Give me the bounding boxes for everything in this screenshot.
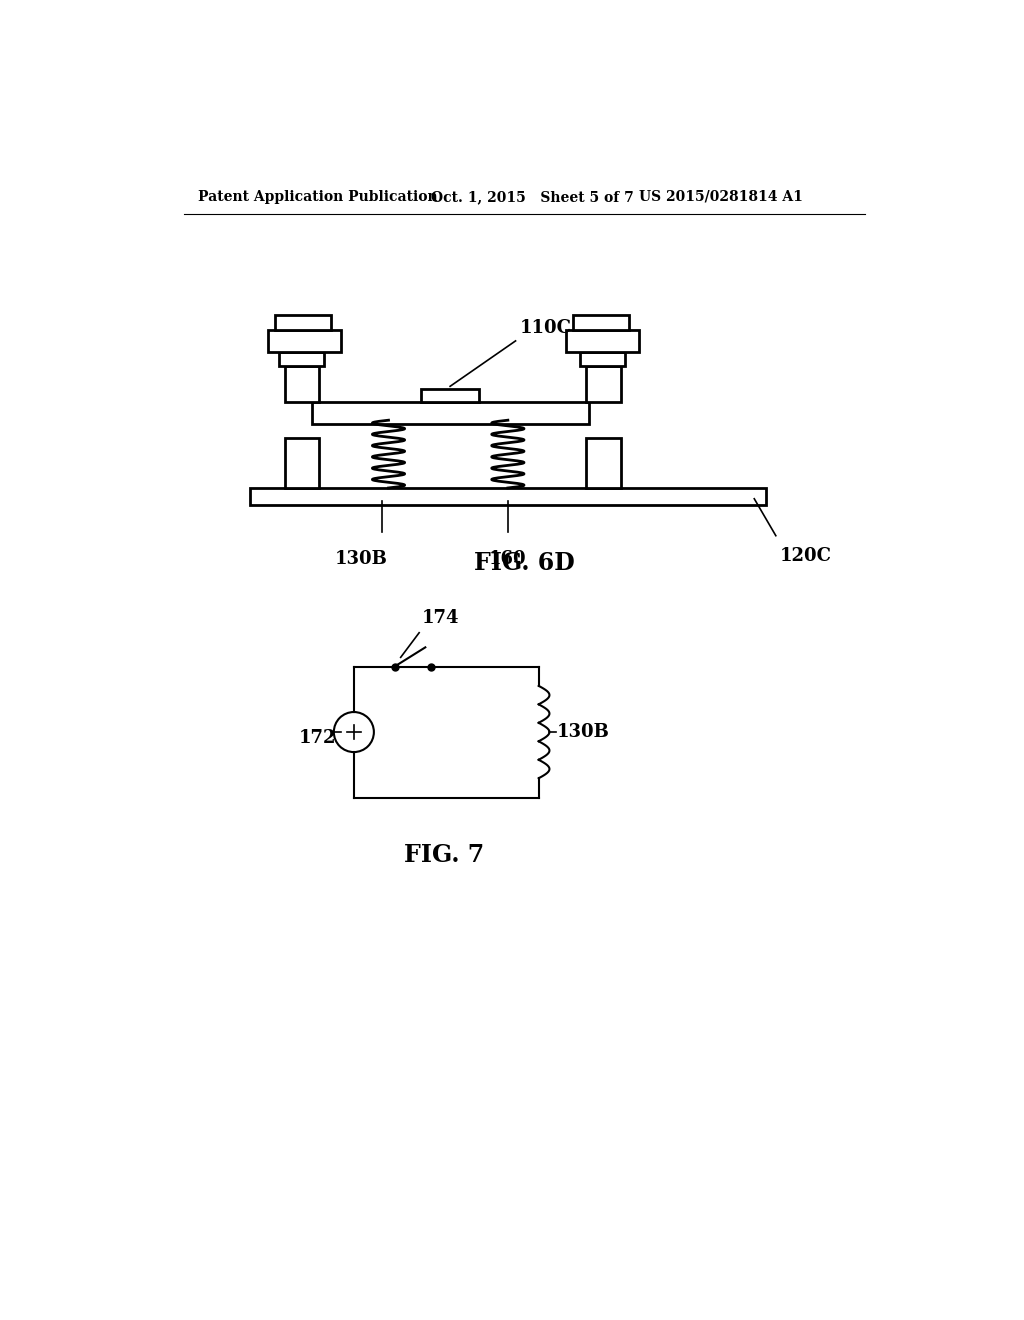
Bar bbox=[267, 330, 341, 351]
Bar bbox=[285, 366, 319, 403]
Bar bbox=[421, 388, 479, 403]
Text: 110C: 110C bbox=[519, 319, 571, 337]
Bar bbox=[565, 330, 639, 351]
Text: Oct. 1, 2015   Sheet 5 of 7: Oct. 1, 2015 Sheet 5 of 7 bbox=[431, 190, 634, 203]
Bar bbox=[581, 351, 625, 366]
Text: 130B: 130B bbox=[335, 549, 388, 568]
Text: 172: 172 bbox=[298, 729, 336, 747]
Text: 160: 160 bbox=[489, 549, 526, 568]
Bar bbox=[250, 488, 766, 506]
Text: 120C: 120C bbox=[779, 548, 831, 565]
Text: 130B: 130B bbox=[557, 723, 610, 741]
Bar bbox=[587, 438, 621, 488]
Bar bbox=[587, 366, 621, 403]
Bar bbox=[285, 438, 319, 488]
Text: 174: 174 bbox=[422, 609, 459, 627]
Bar bbox=[280, 351, 324, 366]
Text: FIG. 7: FIG. 7 bbox=[403, 843, 484, 867]
Text: US 2015/0281814 A1: US 2015/0281814 A1 bbox=[639, 190, 803, 203]
Bar bbox=[275, 314, 331, 330]
Text: FIG. 6D: FIG. 6D bbox=[474, 550, 575, 574]
Text: Patent Application Publication: Patent Application Publication bbox=[199, 190, 438, 203]
Bar bbox=[573, 314, 629, 330]
Bar bbox=[311, 403, 589, 424]
